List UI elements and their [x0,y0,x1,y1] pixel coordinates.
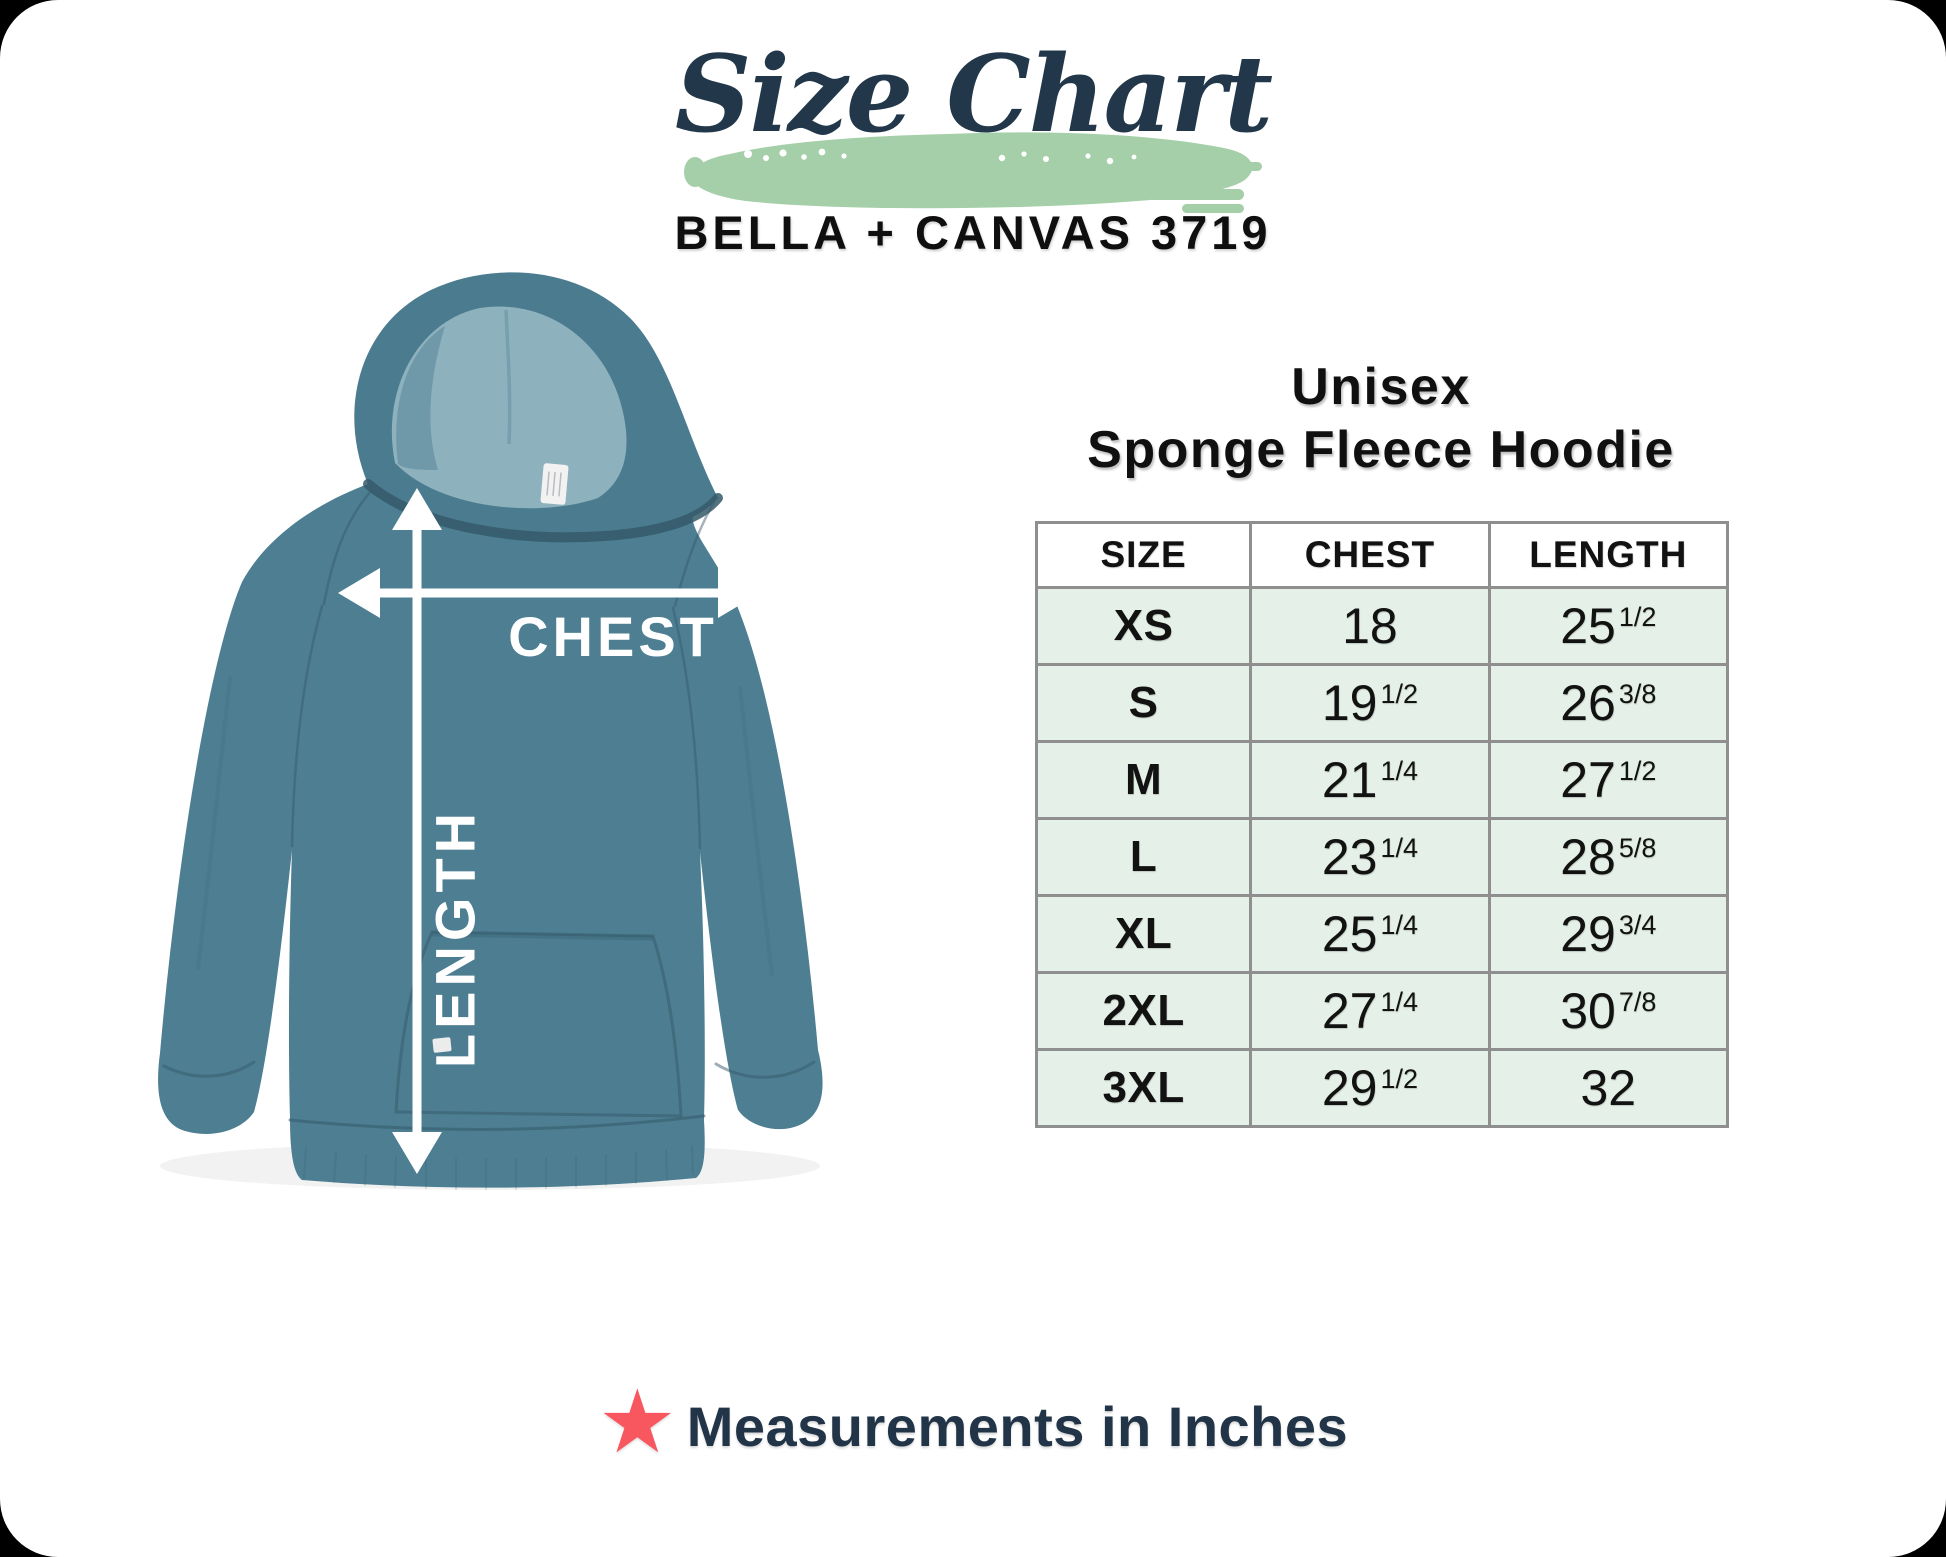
size-cell: XL [1034,894,1253,974]
chest-cell: 21 1/4 [1249,740,1491,820]
column-header-length: LENGTH [1487,521,1730,589]
length-cell: 29 3/4 [1487,894,1730,974]
chest-arrow [338,568,760,618]
column-header-size: SIZE [1034,521,1253,589]
chest-cell: 25 1/4 [1249,894,1491,974]
product-title: Unisex Sponge Fleece Hoodie [1025,356,1737,483]
length-cell: 27 1/2 [1487,740,1730,820]
hoodie-illustration: CHEST LENGTH [158,272,823,1190]
size-cell: 3XL [1034,1048,1253,1128]
page-subtitle: BELLA + CANVAS 3719 [674,206,1272,259]
size-row: XL 25 1/4 29 3/4 [1034,894,1730,974]
collar-tag [540,463,569,505]
garment-seams [162,488,816,1190]
size-row: XS 18 25 1/2 [1034,586,1730,666]
chest-label: CHEST [508,605,718,668]
size-cell: XS [1034,586,1253,666]
chest-cell: 27 1/4 [1249,971,1491,1051]
measurements-note: Measurements in Inches [686,1394,1349,1458]
pocket-top-seam [431,931,654,941]
length-label: LENGTH [424,808,487,1068]
length-arrow [392,488,442,1174]
length-cell: 30 7/8 [1487,971,1730,1051]
size-cell: L [1034,817,1253,897]
size-row: M 21 1/4 27 1/2 [1034,740,1730,820]
column-header-chest: CHEST [1249,521,1491,589]
size-cell: S [1034,663,1253,743]
length-cell: 25 1/2 [1487,586,1730,666]
size-row: 3XL 29 1/2 32 [1034,1048,1730,1128]
page-title: Size Chart [674,31,1273,156]
size-chart-table: SIZE CHEST LENGTH XS 18 25 1/2 S 19 1/2 26… [1034,521,1730,1128]
footer-note: ★ Measurements in Inches [0,1378,1946,1466]
product-title-line2: Sponge Fleece Hoodie [1087,421,1675,480]
hood-center-seam [504,309,512,445]
size-cell: 2XL [1034,971,1253,1051]
product-title-line1: Unisex [1291,358,1471,416]
size-cell: M [1034,740,1253,820]
chest-cell: 19 1/2 [1249,663,1491,743]
size-table-body: XS 18 25 1/2 S 19 1/2 26 3/8 M 21 1/4 27 1/2 … [1034,586,1730,1128]
brush-stroke-graphic [684,132,1262,213]
size-row: S 19 1/2 26 3/8 [1034,663,1730,743]
chest-cell: 29 1/2 [1249,1048,1491,1128]
hem-tag [432,1037,452,1053]
star-icon: ★ [597,1372,677,1471]
size-row: 2XL 27 1/4 30 7/8 [1034,971,1730,1051]
chest-cell: 23 1/4 [1249,817,1491,897]
chest-cell: 18 [1249,586,1491,666]
length-cell: 32 [1487,1048,1730,1128]
header-row: SIZE CHEST LENGTH [1034,521,1730,589]
length-cell: 28 5/8 [1487,817,1730,897]
hood-lining-shadow [396,326,445,470]
length-cell: 26 3/8 [1487,663,1730,743]
size-row: L 23 1/4 28 5/8 [1034,817,1730,897]
